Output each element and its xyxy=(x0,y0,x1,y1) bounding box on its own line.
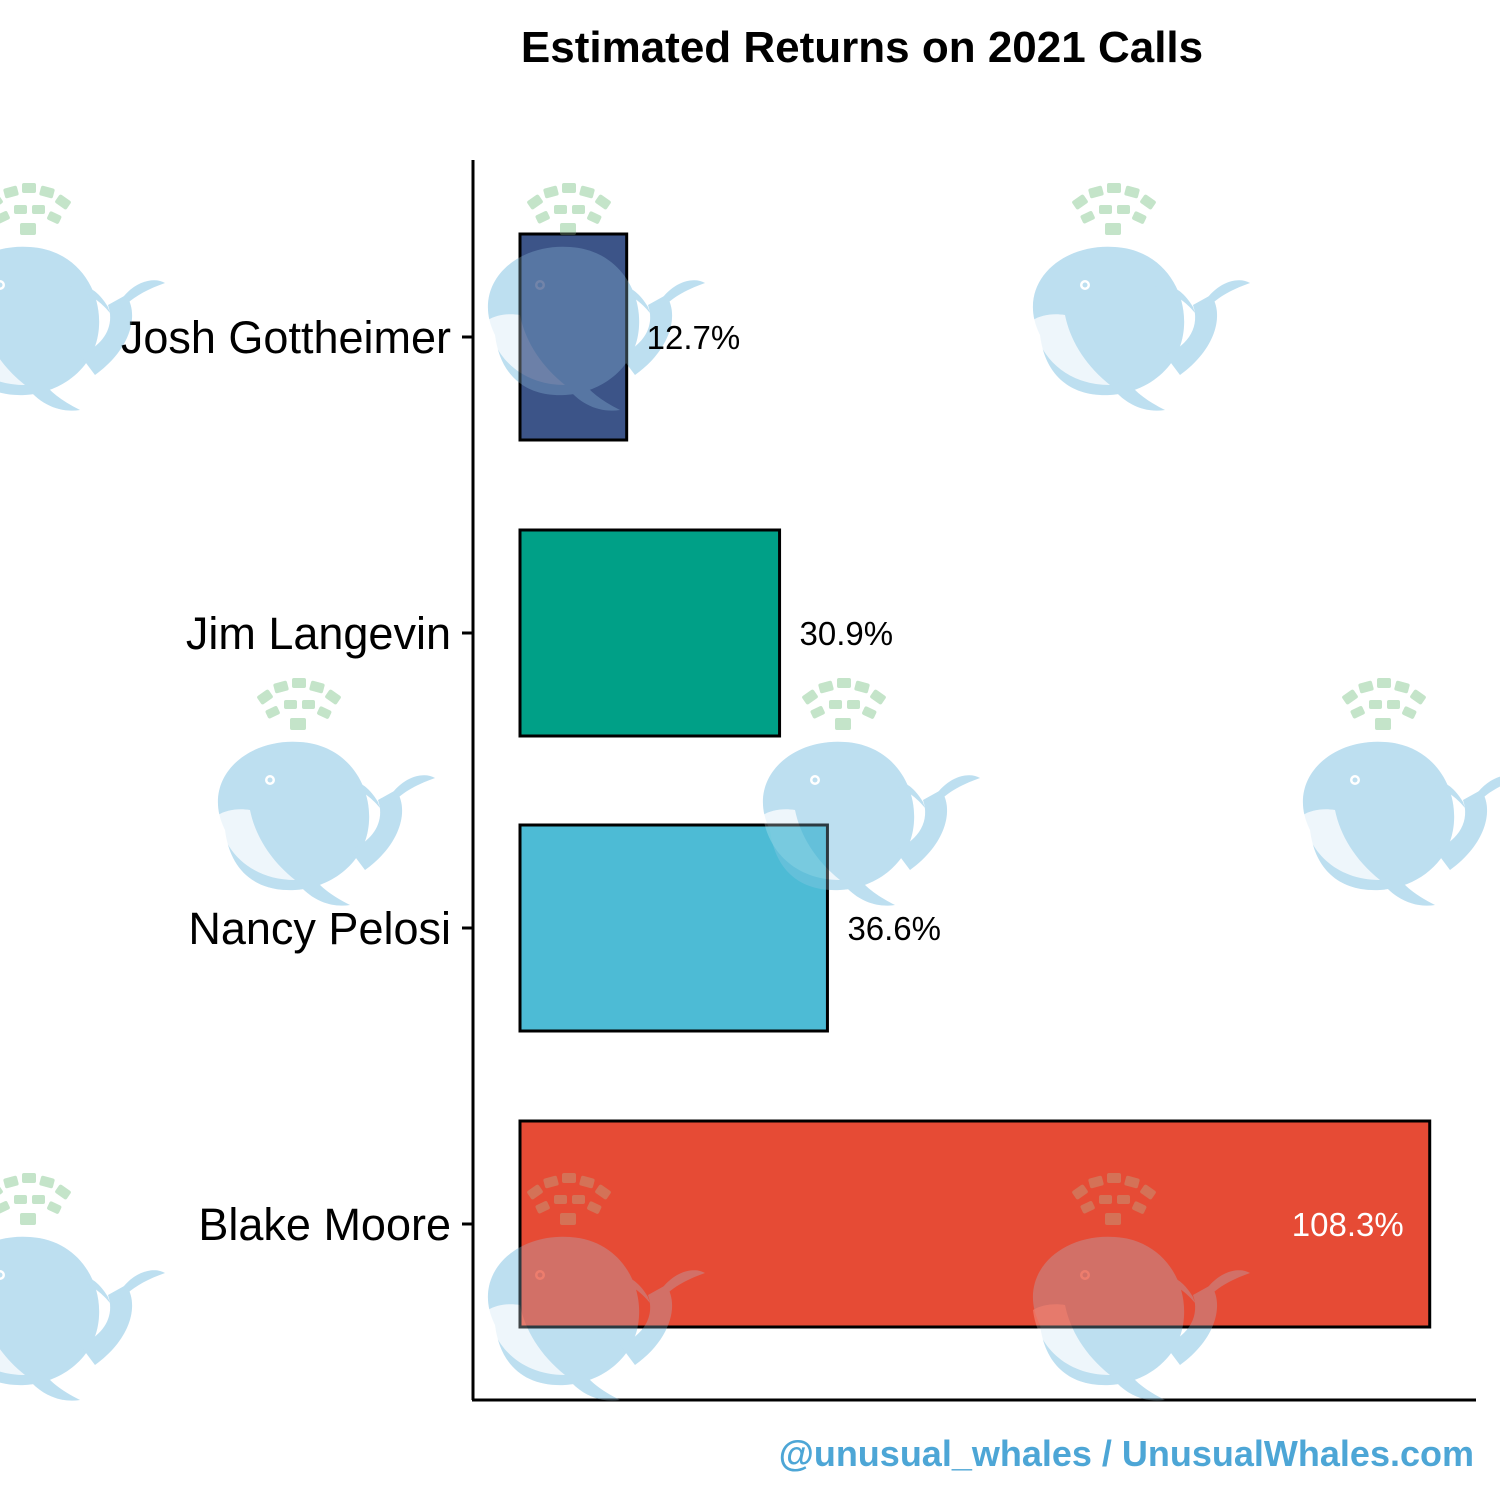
y-axis-ticks xyxy=(462,335,473,1226)
watermark-overlay-whale-icon xyxy=(487,183,705,411)
bar-value-label: 30.9% xyxy=(800,615,894,652)
watermark-overlay-whale-icon xyxy=(0,183,166,411)
bar xyxy=(518,528,782,738)
credit-text: @unusual_whales / UnusualWhales.com xyxy=(779,1433,1474,1474)
bar-value-label: 108.3% xyxy=(1292,1206,1404,1243)
axes xyxy=(471,160,1476,1402)
watermark-overlay-whale-icon xyxy=(762,678,980,906)
bar-series xyxy=(518,232,1432,1329)
category-label: Blake Moore xyxy=(198,1199,451,1250)
watermark-overlay-whale-icon xyxy=(1032,183,1250,411)
bar-value-labels: 12.7% 30.9% 36.6% 108.3% xyxy=(647,319,1404,1243)
category-label: Josh Gottheimer xyxy=(121,312,451,363)
bar xyxy=(518,823,829,1033)
bar xyxy=(518,1119,1432,1329)
chart-title: Estimated Returns on 2021 Calls xyxy=(521,23,1203,72)
category-label: Nancy Pelosi xyxy=(188,903,451,954)
watermark-overlay-whale-icon xyxy=(1302,678,1500,906)
bar-value-label: 36.6% xyxy=(847,910,941,947)
watermark-overlay-whale-icon xyxy=(217,678,435,906)
watermark-overlay-whale-icon xyxy=(0,1173,166,1401)
bar-value-label: 12.7% xyxy=(647,319,741,356)
category-label: Jim Langevin xyxy=(186,608,451,659)
y-axis-tick-labels: Josh Gottheimer Jim Langevin Nancy Pelosi B… xyxy=(121,312,451,1250)
